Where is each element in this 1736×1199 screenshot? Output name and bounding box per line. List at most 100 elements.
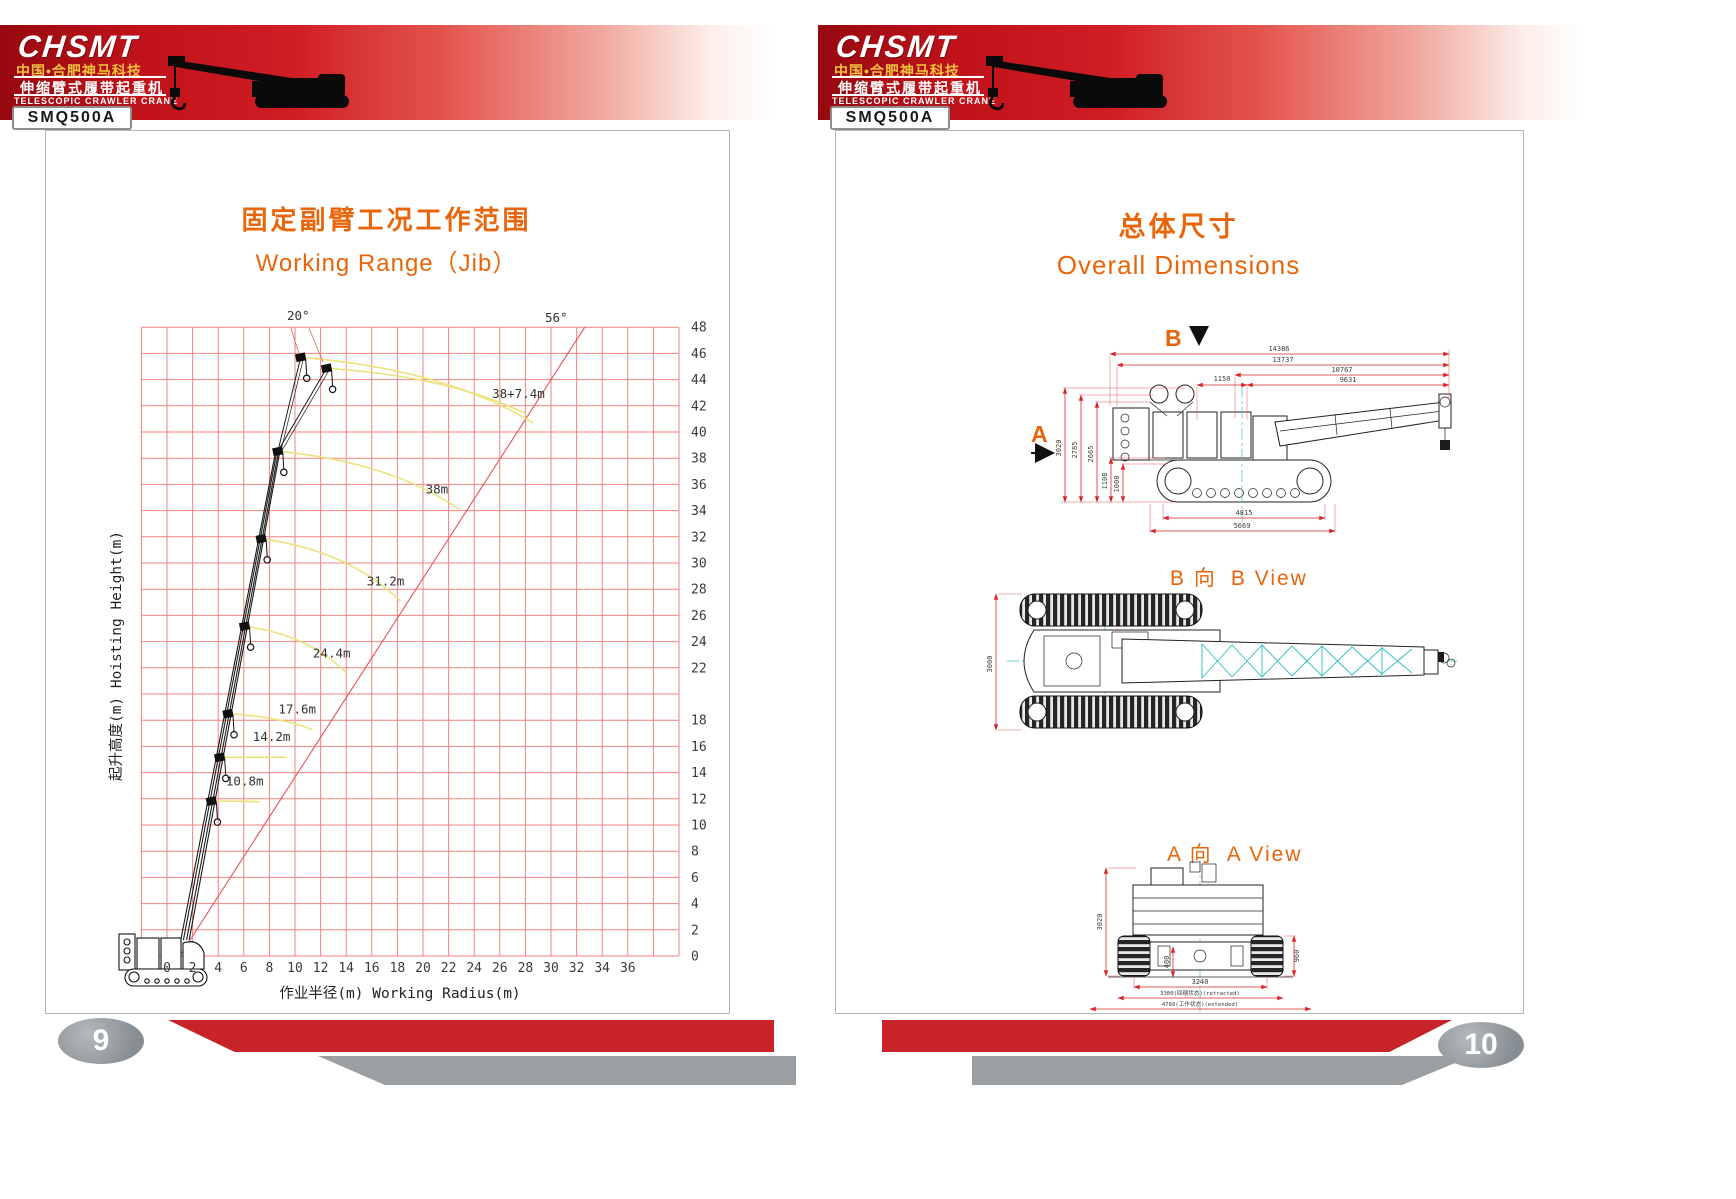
marker-a: A [1031, 421, 1048, 447]
company-name: 中国•合肥神马科技 [834, 63, 960, 79]
svg-text:13737: 13737 [1272, 356, 1293, 364]
svg-text:400: 400 [1163, 956, 1171, 969]
svg-text:18: 18 [691, 714, 707, 729]
model-badge: SMQ500A [12, 106, 132, 130]
svg-text:3240: 3240 [1192, 978, 1209, 986]
svg-text:12: 12 [691, 792, 707, 807]
radius-angle-line [179, 326, 586, 957]
svg-text:3020: 3020 [1055, 440, 1063, 457]
footer-red-stripe-right [882, 1020, 1452, 1052]
svg-text:10: 10 [287, 961, 303, 976]
left-content-box [45, 130, 730, 1014]
y-axis-title: 起升高度(m) Hoisting Height(m) [108, 531, 125, 781]
svg-text:34: 34 [594, 961, 610, 976]
logo-divider [14, 76, 166, 78]
svg-text:42: 42 [691, 399, 707, 414]
left-page-title: 固定副臂工况工作范围 Working Range（Jib） [45, 200, 728, 278]
svg-text:4: 4 [214, 961, 222, 976]
svg-text:30: 30 [543, 961, 559, 976]
svg-text:32: 32 [691, 530, 707, 545]
a-view-drawing: 3020 960 400 3240 3300(回缩状态)(retracted) … [1089, 860, 1312, 1012]
side-view-drawing: B A 14386 13737 10767 9631 1150 3020 278… [1031, 325, 1452, 534]
svg-text:1150: 1150 [1214, 375, 1231, 383]
chsmt-logo: CHSMT [834, 29, 959, 64]
svg-text:1108: 1108 [1101, 473, 1109, 490]
svg-text:10767: 10767 [1331, 366, 1352, 374]
x-axis-title: 作业半径(m) Working Radius(m) [279, 985, 520, 1002]
svg-text:36: 36 [620, 961, 636, 976]
page-number-right: 10 [1438, 1022, 1524, 1068]
svg-text:22: 22 [691, 661, 707, 676]
a-view-dims: 3020 960 400 3240 3300(回缩状态)(retracted) … [1089, 867, 1312, 1012]
svg-text:40: 40 [691, 426, 707, 441]
svg-text:34: 34 [691, 504, 707, 519]
svg-text:26: 26 [691, 609, 707, 624]
svg-text:14: 14 [691, 766, 707, 781]
svg-text:28: 28 [691, 583, 707, 598]
svg-text:3020: 3020 [1096, 914, 1104, 931]
radius-angle-label: 56° [545, 310, 568, 325]
svg-text:28: 28 [518, 961, 534, 976]
boom-length-labels: 10.8m 14.2m 17.6m 24.4m 31.2m 38m 38+7.4m [226, 386, 545, 789]
left-title-cn: 固定副臂工况工作范围 [241, 205, 532, 235]
svg-text:24.4m: 24.4m [313, 645, 351, 660]
header-band-right: CHSMT 中国•合肥神马科技 伸缩臂式履带起重机 TELESCOPIC CRA… [818, 25, 1586, 130]
model-badge: SMQ500A [830, 106, 950, 130]
svg-text:10.8m: 10.8m [226, 774, 264, 789]
svg-text:24: 24 [691, 635, 707, 650]
svg-text:1000: 1000 [1113, 476, 1121, 493]
jib-angle-label: 20° [287, 308, 310, 323]
right-title-en: Overall Dimensions [1056, 250, 1301, 280]
page-number-left: 9 [58, 1018, 144, 1064]
svg-text:30: 30 [691, 557, 707, 572]
svg-text:14386: 14386 [1268, 345, 1289, 353]
jib-angle-lines [290, 327, 324, 363]
product-name-en: TELESCOPIC CRAWLER CRANE [832, 96, 997, 106]
svg-text:3300(回缩状态)(retracted): 3300(回缩状态)(retracted) [1160, 989, 1240, 997]
svg-text:17.6m: 17.6m [278, 702, 316, 717]
svg-text:9631: 9631 [1340, 376, 1357, 384]
svg-text:32: 32 [569, 961, 585, 976]
chart-grid [140, 326, 680, 957]
svg-text:8: 8 [691, 845, 699, 860]
product-name-cn: 伸缩臂式履带起重机 [20, 80, 164, 96]
svg-text:3000: 3000 [986, 656, 994, 673]
svg-text:24: 24 [466, 961, 482, 976]
svg-text:0: 0 [691, 950, 699, 965]
right-content-box [835, 130, 1524, 1014]
logo-divider [832, 76, 984, 78]
svg-text:18: 18 [390, 961, 406, 976]
marker-b: B [1165, 325, 1182, 351]
svg-text:5669: 5669 [1234, 522, 1251, 530]
svg-text:38: 38 [691, 452, 707, 467]
svg-text:2: 2 [189, 961, 197, 976]
company-name: 中国•合肥神马科技 [16, 63, 142, 79]
svg-text:14: 14 [338, 961, 354, 976]
svg-text:960: 960 [1293, 950, 1301, 963]
svg-text:4: 4 [691, 897, 699, 912]
product-name-cn: 伸缩臂式履带起重机 [838, 80, 982, 96]
svg-text:0: 0 [163, 961, 171, 976]
a-view-machine [1108, 860, 1293, 1012]
capacity-arcs [211, 356, 534, 803]
chsmt-logo: CHSMT [16, 29, 141, 64]
logo-divider [14, 94, 166, 96]
svg-text:10: 10 [691, 819, 707, 834]
b-view-dims: 3000 [986, 593, 1022, 731]
side-view-machine [1112, 384, 1452, 522]
svg-text:31.2m: 31.2m [367, 573, 405, 588]
svg-text:6: 6 [240, 961, 248, 976]
boom-lattice-cyan [1201, 643, 1413, 679]
svg-text:12: 12 [313, 961, 329, 976]
svg-text:44: 44 [691, 373, 707, 388]
svg-text:46: 46 [691, 347, 707, 362]
svg-text:22: 22 [441, 961, 457, 976]
svg-text:48: 48 [691, 321, 707, 336]
svg-text:20: 20 [415, 961, 431, 976]
right-title-cn: 总体尺寸 [1118, 212, 1239, 242]
telescopic-boom [180, 451, 281, 941]
svg-text:16: 16 [691, 740, 707, 755]
svg-text:26: 26 [492, 961, 508, 976]
logo-divider [832, 94, 984, 96]
